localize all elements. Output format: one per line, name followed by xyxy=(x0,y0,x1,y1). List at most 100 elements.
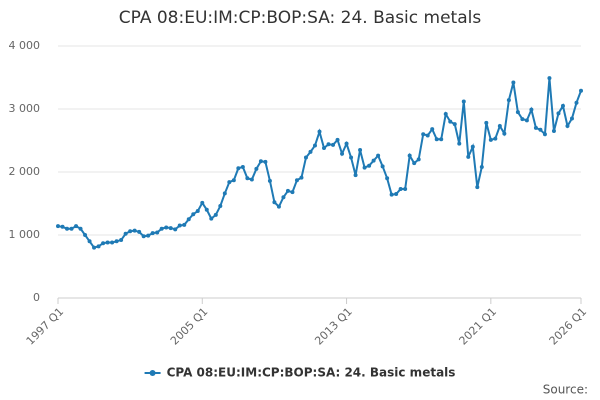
point xyxy=(569,116,574,121)
point xyxy=(218,204,223,209)
point xyxy=(560,103,565,108)
point xyxy=(335,137,340,142)
point xyxy=(457,141,462,146)
point xyxy=(308,149,313,154)
point xyxy=(425,133,430,138)
point xyxy=(168,226,173,231)
point xyxy=(155,230,160,235)
point xyxy=(421,132,426,137)
point xyxy=(439,137,444,142)
x-tick-label: 1997 Q1 xyxy=(24,305,67,348)
point xyxy=(394,192,399,197)
y-tick-label: 1 000 xyxy=(9,228,41,241)
legend-item: CPA 08:EU:IM:CP:BOP:SA: 24. Basic metals xyxy=(144,366,456,380)
point xyxy=(110,240,115,245)
legend-marker xyxy=(149,370,156,376)
point xyxy=(132,228,137,233)
point xyxy=(290,190,295,195)
point xyxy=(240,164,245,169)
point xyxy=(272,200,277,205)
point xyxy=(520,117,525,122)
point xyxy=(371,158,376,163)
x-tick-label: 2013 Q1 xyxy=(312,305,355,348)
y-tick-label: 3 000 xyxy=(9,102,41,115)
point xyxy=(389,192,394,197)
point xyxy=(416,157,421,162)
point xyxy=(529,107,534,112)
point xyxy=(159,226,164,231)
point xyxy=(119,238,124,243)
x-tick-label: 2026 Q1 xyxy=(547,305,590,348)
point xyxy=(326,142,331,147)
point xyxy=(146,233,151,238)
point xyxy=(497,124,502,129)
point xyxy=(367,163,372,168)
point xyxy=(340,151,345,156)
point xyxy=(227,180,232,185)
point xyxy=(488,137,493,142)
point xyxy=(249,177,254,182)
point xyxy=(551,129,556,134)
point xyxy=(331,142,336,147)
point xyxy=(430,127,435,132)
point xyxy=(380,164,385,169)
point xyxy=(285,188,290,193)
point xyxy=(267,178,272,183)
source: Source: xyxy=(543,383,588,397)
point xyxy=(303,155,308,160)
point xyxy=(565,124,570,129)
point xyxy=(547,76,552,81)
point xyxy=(182,222,187,227)
point xyxy=(123,231,128,236)
point xyxy=(245,176,250,181)
point xyxy=(538,127,543,132)
point xyxy=(506,98,511,103)
point xyxy=(191,212,196,217)
point xyxy=(412,161,417,166)
x-tick-label: 2005 Q1 xyxy=(168,305,211,348)
point xyxy=(349,155,354,160)
point xyxy=(141,234,146,239)
point xyxy=(484,120,489,125)
point xyxy=(398,187,403,192)
point xyxy=(353,173,358,178)
chart-title: CPA 08:EU:IM:CP:BOP:SA: 24. Basic metals xyxy=(119,8,482,28)
point xyxy=(69,226,74,231)
point xyxy=(461,99,466,104)
point xyxy=(515,110,520,115)
point xyxy=(294,178,299,183)
point xyxy=(574,100,579,105)
point xyxy=(65,226,70,231)
point xyxy=(177,223,182,228)
point xyxy=(222,191,227,196)
legend-label: CPA 08:EU:IM:CP:BOP:SA: 24. Basic metals xyxy=(167,366,456,380)
point xyxy=(533,125,538,130)
point xyxy=(78,226,83,231)
point xyxy=(502,131,507,136)
point xyxy=(542,132,547,137)
point xyxy=(407,153,412,158)
point xyxy=(385,176,390,181)
y-tick-label: 0 xyxy=(33,291,40,304)
point xyxy=(186,217,191,222)
point xyxy=(344,141,349,146)
point xyxy=(443,112,448,117)
point xyxy=(258,159,263,164)
point xyxy=(150,231,155,236)
point xyxy=(470,144,475,149)
point xyxy=(83,233,88,237)
line xyxy=(57,78,582,249)
point xyxy=(452,122,457,127)
point xyxy=(524,118,529,123)
point xyxy=(200,200,205,205)
point xyxy=(312,143,317,148)
point xyxy=(376,153,381,158)
point xyxy=(479,164,484,169)
point xyxy=(299,175,304,180)
point xyxy=(358,147,363,152)
point xyxy=(556,111,561,116)
point xyxy=(213,212,218,217)
y-tick-label: 2 000 xyxy=(9,165,41,178)
